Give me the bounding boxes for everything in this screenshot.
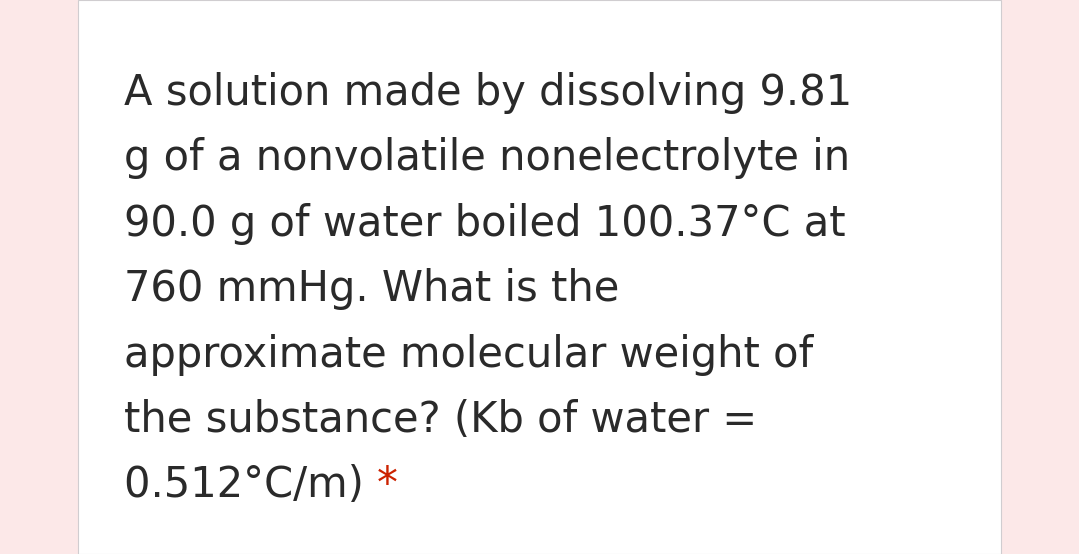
Text: 0.512°C/m): 0.512°C/m) bbox=[124, 464, 378, 506]
Text: 90.0 g of water boiled 100.37°C at: 90.0 g of water boiled 100.37°C at bbox=[124, 203, 846, 245]
Text: g of a nonvolatile nonelectrolyte in: g of a nonvolatile nonelectrolyte in bbox=[124, 137, 850, 179]
Text: A solution made by dissolving 9.81: A solution made by dissolving 9.81 bbox=[124, 72, 852, 114]
Text: the substance? (Kb of water =: the substance? (Kb of water = bbox=[124, 399, 757, 441]
Text: 760 mmHg. What is the: 760 mmHg. What is the bbox=[124, 268, 619, 310]
Text: *: * bbox=[378, 464, 398, 506]
Text: approximate molecular weight of: approximate molecular weight of bbox=[124, 334, 814, 376]
